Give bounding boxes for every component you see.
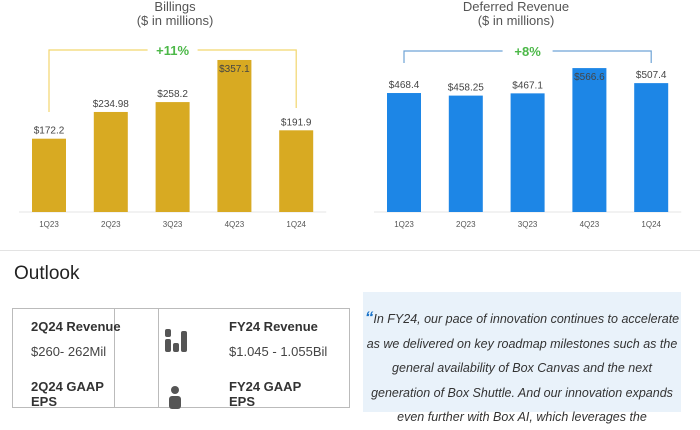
- bar-3Q23: [155, 102, 190, 212]
- growth-label: +8%: [514, 44, 541, 59]
- bar-1Q23: [387, 93, 421, 212]
- bar-value-label: $172.2: [34, 126, 65, 137]
- bar-value-label: $258.2: [157, 89, 188, 100]
- fy-eps-label: FY24 GAAP EPS: [229, 379, 302, 409]
- x-tick-label: 3Q23: [163, 220, 183, 229]
- divider: [0, 250, 700, 251]
- billings-title: Billings ($ in millions): [136, 0, 214, 28]
- q-eps-label: 2Q24 GAAP EPS: [31, 379, 104, 409]
- bar-value-label: $191.9: [281, 117, 312, 128]
- charts: $172.2 1Q23 $234.98 2Q23 $258.2 3Q23 $357.1 4Q2…: [19, 43, 682, 229]
- x-tick-label: 2Q23: [101, 220, 121, 229]
- bar-value-label: $234.98: [93, 99, 130, 110]
- bar-value-label: $458.25: [448, 83, 485, 94]
- x-tick-label: 1Q24: [641, 220, 661, 229]
- growth-label: +11%: [156, 43, 189, 58]
- bar-value-label: $468.4: [389, 80, 420, 91]
- x-tick-label: 3Q23: [518, 220, 538, 229]
- x-tick-label: 4Q23: [580, 220, 600, 229]
- fy-revenue-value: $1.045 - 1.055Bil: [229, 344, 328, 359]
- bar-4Q23: [572, 68, 607, 212]
- x-tick-label: 1Q23: [39, 220, 59, 229]
- q-revenue-value: $260- 262Mil: [31, 344, 107, 359]
- x-tick-label: 1Q23: [394, 220, 414, 229]
- quote-mark-icon: “: [364, 308, 374, 327]
- x-tick-label: 4Q23: [225, 220, 245, 229]
- bar-value-label: $507.4: [636, 70, 667, 81]
- coins-icon: [165, 329, 187, 352]
- bar-1Q24: [279, 130, 314, 212]
- bar-2Q23: [448, 95, 483, 212]
- ceo-quote-box: “In FY24, our pace of innovation continu…: [363, 292, 681, 424]
- outlook-table: 2Q24 Revenue $260- 262Mil FY24 Revenue $…: [12, 308, 350, 409]
- bar-1Q24: [634, 83, 669, 213]
- bar-value-label: $566.6: [574, 72, 605, 83]
- bar-2Q23: [93, 111, 128, 212]
- person-icon: [169, 386, 181, 409]
- bar-3Q23: [510, 93, 545, 212]
- bar-1Q23: [32, 138, 66, 212]
- quote-text: In FY24, our pace of innovation continue…: [366, 312, 680, 424]
- x-tick-label: 1Q24: [286, 220, 306, 229]
- outlook-heading: Outlook: [14, 263, 80, 284]
- bar-value-label: $467.1: [512, 80, 543, 91]
- deferred-title: Deferred Revenue ($ in millions): [462, 0, 570, 28]
- bar-4Q23: [217, 59, 252, 212]
- x-tick-label: 2Q23: [456, 220, 476, 229]
- bar-value-label: $357.1: [219, 64, 250, 75]
- growth-bracket: [403, 50, 652, 63]
- q-revenue-label: 2Q24 Revenue: [31, 319, 121, 334]
- fy-revenue-label: FY24 Revenue: [229, 319, 318, 334]
- growth-bracket: [48, 49, 297, 112]
